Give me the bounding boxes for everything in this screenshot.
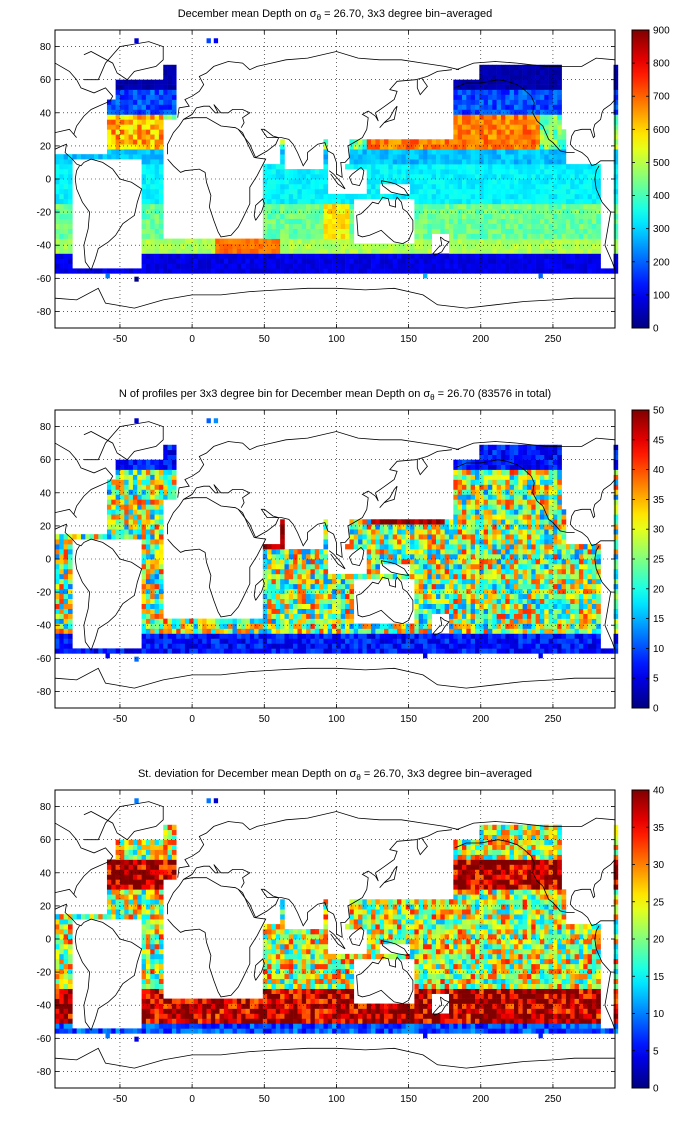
colorbar-tick-label: 30 <box>653 860 665 871</box>
colorbar-tick-label: 600 <box>653 125 670 136</box>
x-tick-label: 100 <box>328 714 345 725</box>
colorbar-tick-label: 100 <box>653 290 670 301</box>
x-tick-label: 0 <box>189 334 195 345</box>
grid-lines <box>55 410 615 708</box>
x-tick-label: 250 <box>545 714 562 725</box>
colorbar-tick-label: 700 <box>653 92 670 103</box>
y-tick-label: 40 <box>40 868 52 879</box>
x-tick-label: 150 <box>400 714 417 725</box>
panel-title: N of profiles per 3x3 degree bin for Dec… <box>118 388 552 403</box>
colorbar-tick-label: 0 <box>653 704 659 715</box>
y-tick-label: -20 <box>37 968 52 979</box>
colorbar-tick-label: 10 <box>653 644 665 655</box>
panel-title: December mean Depth on σθ = 26.70, 3x3 d… <box>177 8 493 23</box>
y-tick-label: 80 <box>40 42 52 53</box>
colorbar-tick-label: 20 <box>653 584 665 595</box>
map-plot: -50 0 50 100 150 200 250-80-60-40-200204060800… <box>37 26 671 346</box>
panel-std: St. deviation for December mean Depth on… <box>0 760 696 1140</box>
y-tick-label: -40 <box>37 241 52 252</box>
colorbar-tick-label: 400 <box>653 191 670 202</box>
x-tick-label: -50 <box>113 1094 128 1105</box>
y-tick-label: 60 <box>40 835 52 846</box>
x-tick-label: 200 <box>472 334 489 345</box>
y-tick-label: 0 <box>45 935 51 946</box>
y-tick-label: 80 <box>40 422 52 433</box>
map-plot: -50 0 50 100 150 200 250 -80 -60 -40 -20 0 20 40 60 80 0… <box>37 406 665 726</box>
coastlines <box>55 801 615 1069</box>
colorbar-tick-label: 900 <box>653 26 670 37</box>
y-tick-label: -20 <box>37 208 52 219</box>
x-tick-label: 50 <box>259 714 271 725</box>
grid-lines <box>55 30 615 328</box>
x-tick-label: 150 <box>400 334 417 345</box>
colorbar-tick-label: 15 <box>653 614 665 625</box>
colorbar-tick-label: 200 <box>653 257 670 268</box>
bin-cells <box>55 798 619 1042</box>
x-tick-label: 150 <box>400 1094 417 1105</box>
y-tick-label: 20 <box>40 901 52 912</box>
y-tick-label: -20 <box>37 588 52 599</box>
y-tick-label: -60 <box>37 274 52 285</box>
colorbar-tick-label: 500 <box>653 158 670 169</box>
colorbar-tick-label: 25 <box>653 555 665 566</box>
x-tick-label: 250 <box>545 1094 562 1105</box>
colorbar-tick-label: 40 <box>653 465 665 476</box>
y-tick-label: 0 <box>45 555 51 566</box>
y-tick-label: -40 <box>37 621 52 632</box>
colorbar-tick-label: 30 <box>653 525 665 536</box>
y-tick-label: -60 <box>37 654 52 665</box>
grid-lines <box>55 790 615 1088</box>
y-tick-label: -80 <box>37 307 52 318</box>
y-tick-label: 20 <box>40 521 52 532</box>
colorbar-tick-label: 5 <box>653 674 659 685</box>
y-tick-label: 80 <box>40 802 52 813</box>
x-tick-label: 50 <box>259 334 271 345</box>
x-tick-label: 0 <box>189 714 195 725</box>
colorbar-tick-label: 5 <box>653 1046 659 1057</box>
colorbar-tick-label: 45 <box>653 435 665 446</box>
y-tick-label: 60 <box>40 455 52 466</box>
bin-cells <box>55 38 619 282</box>
y-tick-label: 0 <box>45 175 51 186</box>
y-tick-label: -60 <box>37 1034 52 1045</box>
y-tick-label: -80 <box>37 687 52 698</box>
y-tick-label: -40 <box>37 1001 52 1012</box>
colorbar-tick-label: 25 <box>653 897 665 908</box>
y-tick-label: 40 <box>40 488 52 499</box>
y-tick-label: 60 <box>40 75 52 86</box>
map-plot: -50 0 50 100 150 200 250 -80 -60 -40 -20 0 20 40 60 80 0… <box>37 786 665 1106</box>
y-tick-label: -80 <box>37 1067 52 1078</box>
x-tick-label: 250 <box>545 334 562 345</box>
colorbar-tick-label: 35 <box>653 495 665 506</box>
colorbar-tick-label: 35 <box>653 823 665 834</box>
x-tick-label: -50 <box>113 714 128 725</box>
colorbar-tick-label: 40 <box>653 786 665 797</box>
x-tick-label: 200 <box>472 714 489 725</box>
colorbar-tick-label: 0 <box>653 324 659 335</box>
colorbar-tick-label: 800 <box>653 59 670 70</box>
y-tick-label: 40 <box>40 108 52 119</box>
colorbar <box>631 29 650 329</box>
x-tick-label: 0 <box>189 1094 195 1105</box>
x-tick-label: 50 <box>259 1094 271 1105</box>
colorbar-tick-label: 20 <box>653 935 665 946</box>
x-tick-label: 200 <box>472 1094 489 1105</box>
colorbar-tick-label: 0 <box>653 1084 659 1095</box>
colorbar-tick-label: 10 <box>653 1009 665 1020</box>
y-tick-label: 20 <box>40 141 52 152</box>
panel-count: N of profiles per 3x3 degree bin for Dec… <box>0 380 696 760</box>
colorbar-tick-label: 15 <box>653 972 665 983</box>
panel-title: St. deviation for December mean Depth on… <box>137 768 533 783</box>
x-tick-label: -50 <box>113 334 128 345</box>
colorbar-tick-label: 50 <box>653 406 665 417</box>
x-tick-label: 100 <box>328 1094 345 1105</box>
x-tick-label: 100 <box>328 334 345 345</box>
panel-mean: December mean Depth on σθ = 26.70, 3x3 d… <box>0 0 696 380</box>
bin-cells <box>55 418 619 662</box>
colorbar-tick-label: 300 <box>653 224 670 235</box>
